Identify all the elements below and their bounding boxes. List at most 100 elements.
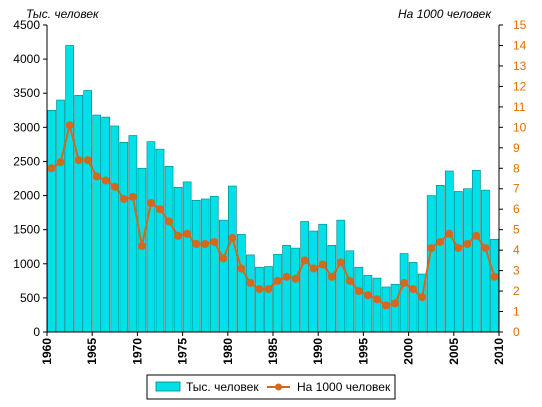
left-tick-label: 4000 — [13, 52, 40, 66]
bar — [74, 94, 83, 333]
left-tick-label: 3000 — [13, 120, 40, 134]
left-tick-label: 2500 — [13, 154, 40, 168]
line-point — [92, 172, 101, 181]
right-tick-label: 0 — [513, 325, 520, 339]
line-point — [327, 272, 336, 281]
bar — [200, 198, 210, 333]
left-tick-label: 500 — [20, 291, 40, 305]
left-axis-title: Тыс. человек — [26, 7, 100, 21]
line-point — [56, 158, 65, 167]
line-point — [210, 237, 219, 246]
bar — [191, 200, 201, 333]
left-tick-label: 3500 — [13, 86, 40, 100]
right-tick-label: 2 — [513, 284, 520, 298]
bar — [282, 245, 291, 333]
bar — [327, 245, 337, 333]
right-tick-label: 7 — [513, 182, 520, 196]
line-point — [409, 285, 418, 294]
bar — [228, 185, 237, 333]
line-point — [165, 217, 174, 226]
line-point — [345, 276, 354, 285]
x-tick-label: 1960 — [40, 338, 54, 365]
x-tick-label: 1970 — [130, 338, 144, 365]
bar — [444, 170, 454, 333]
line-point — [427, 244, 436, 253]
line-point — [255, 285, 264, 294]
line-point — [128, 192, 137, 201]
x-tick-label: 1975 — [176, 338, 190, 365]
line-point — [418, 293, 427, 302]
bar — [463, 188, 472, 333]
bar — [453, 191, 463, 333]
bar — [110, 125, 120, 333]
line-point — [119, 194, 128, 203]
bar — [345, 250, 355, 333]
right-tick-label: 9 — [513, 141, 520, 155]
right-tick-label: 3 — [513, 264, 520, 278]
bar — [408, 262, 418, 333]
bar — [83, 90, 93, 333]
line-point — [463, 239, 472, 248]
left-tick-label: 1500 — [13, 223, 40, 237]
right-tick-label: 12 — [513, 79, 527, 93]
bar — [164, 165, 174, 333]
line-point — [273, 276, 282, 285]
line-point — [445, 229, 454, 238]
line-series — [47, 121, 499, 310]
line-point — [336, 258, 345, 267]
left-axis-ticks: 0 500 1000 1500 2000 2500 3000 3500 4000 4500 — [13, 18, 47, 339]
legend: Тыс. человек На 1000 человек — [146, 374, 396, 400]
bar — [363, 275, 373, 333]
bar-series — [47, 45, 499, 333]
line-point — [300, 256, 309, 265]
line-point — [490, 272, 499, 281]
line-point — [219, 254, 228, 263]
x-axis-ticks: 1960 1965 1970 1975 1980 1985 1990 1995 2000 2005… — [40, 332, 506, 365]
bar — [381, 286, 391, 333]
line-point — [354, 287, 363, 296]
bar — [56, 99, 65, 333]
bar — [146, 141, 156, 333]
right-tick-label: 11 — [513, 100, 526, 114]
bar — [300, 221, 309, 333]
bar — [372, 277, 382, 333]
line-point — [137, 242, 146, 251]
line-point — [110, 182, 119, 191]
bar — [47, 109, 56, 333]
x-tick-label: 1995 — [356, 338, 370, 365]
line-point — [183, 229, 192, 238]
bar — [101, 116, 111, 333]
line-point — [372, 295, 381, 304]
right-tick-label: 14 — [513, 38, 527, 52]
legend-bar-swatch — [155, 381, 181, 392]
bar — [264, 266, 273, 333]
legend-bar-label: Тыс. человек — [186, 380, 259, 394]
line-point — [83, 156, 92, 165]
right-tick-label: 5 — [513, 223, 520, 237]
bar — [209, 195, 219, 333]
line-point — [282, 272, 291, 281]
bar — [182, 181, 192, 333]
bar — [128, 135, 138, 333]
line-point — [472, 231, 481, 240]
right-tick-label: 15 — [513, 18, 527, 32]
bar — [472, 170, 481, 333]
x-tick-label: 2010 — [492, 338, 506, 365]
line-point — [318, 260, 327, 269]
bar — [173, 187, 183, 333]
line-point — [400, 278, 409, 287]
bar — [390, 283, 400, 333]
line-point — [291, 274, 300, 283]
bar — [336, 219, 346, 333]
right-tick-label: 4 — [513, 243, 520, 257]
right-tick-label: 8 — [513, 161, 520, 175]
bar — [155, 148, 165, 333]
right-axis-title: На 1000 человек — [398, 7, 492, 21]
line-point — [436, 237, 445, 246]
line-point — [156, 205, 164, 214]
line-point — [454, 244, 463, 253]
bar — [435, 185, 445, 333]
bar — [237, 234, 246, 333]
